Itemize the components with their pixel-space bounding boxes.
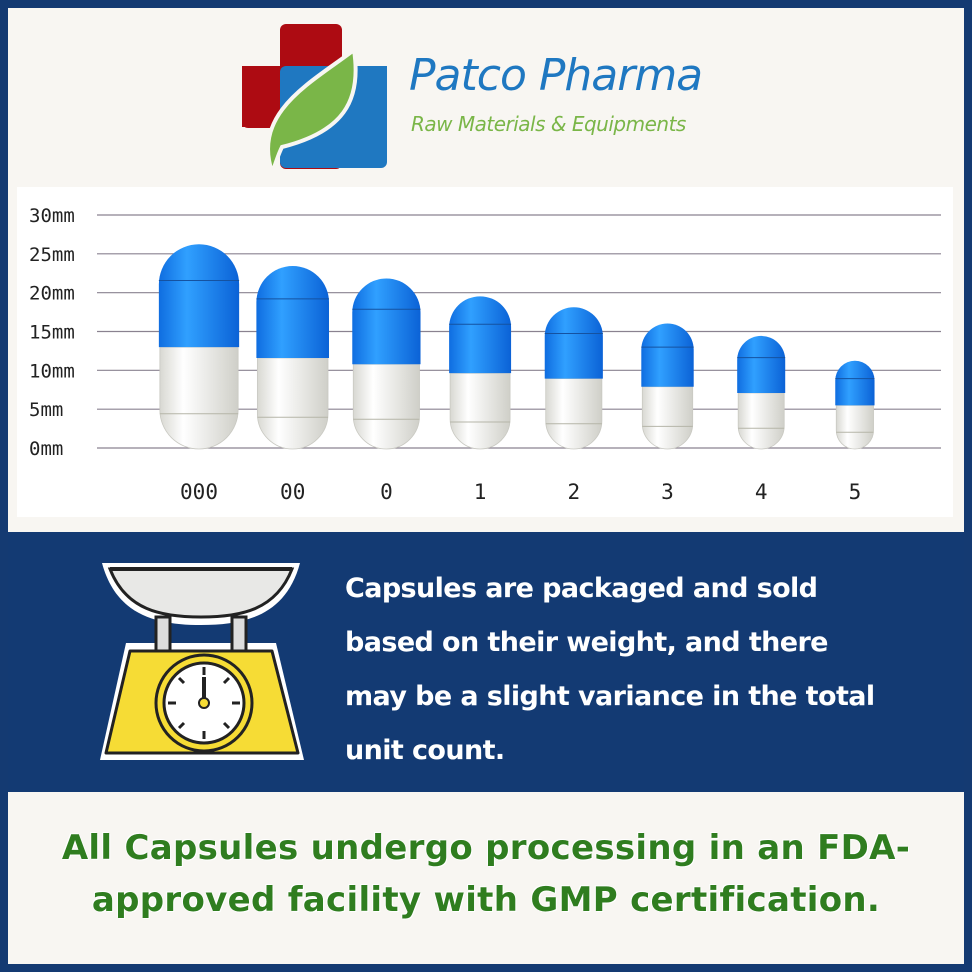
x-tick-label: 4 bbox=[755, 480, 768, 504]
certification-text: All Capsules undergo processing in an FD… bbox=[8, 822, 964, 926]
message-line: based on their weight, and there bbox=[345, 627, 829, 658]
y-tick-label: 30mm bbox=[29, 205, 75, 227]
x-tick-label: 3 bbox=[661, 480, 674, 504]
x-tick-label: 5 bbox=[849, 480, 862, 504]
y-tick-label: 20mm bbox=[29, 283, 75, 305]
x-tick-label: 0 bbox=[380, 480, 393, 504]
capsule-cap bbox=[449, 296, 512, 374]
capsule-body bbox=[737, 392, 785, 450]
capsule-1 bbox=[449, 296, 512, 450]
brand-tagline: Raw Materials & Equipments bbox=[411, 112, 686, 136]
x-tick-label: 2 bbox=[567, 480, 580, 504]
patco-logo-icon bbox=[242, 24, 387, 172]
capsule-body bbox=[641, 386, 694, 450]
capsule-body bbox=[835, 404, 874, 450]
y-tick-label: 15mm bbox=[29, 322, 75, 344]
y-tick-label: 25mm bbox=[29, 244, 75, 266]
kitchen-scale-icon bbox=[100, 563, 304, 760]
brand-name: Patco Pharma bbox=[409, 50, 703, 101]
capsule-body bbox=[256, 357, 329, 450]
cert-line: All Capsules undergo processing in an FD… bbox=[61, 828, 911, 868]
y-tick-label: 0mm bbox=[29, 438, 63, 460]
message-line: unit count. bbox=[345, 735, 505, 766]
capsule-4 bbox=[737, 335, 786, 450]
message-line: may be a slight variance in the total bbox=[345, 681, 875, 712]
capsule-cap bbox=[737, 335, 786, 393]
capsule-5 bbox=[835, 360, 875, 450]
weight-variance-message: Capsules are packaged and sold based on … bbox=[345, 562, 945, 778]
y-tick-label: 5mm bbox=[29, 399, 63, 421]
x-tick-label: 1 bbox=[474, 480, 487, 504]
x-tick-label: 00 bbox=[280, 480, 305, 504]
capsule-3 bbox=[641, 323, 694, 450]
capsule-00 bbox=[256, 266, 330, 450]
capsule-body bbox=[352, 363, 420, 450]
capsule-body bbox=[159, 346, 239, 450]
cert-line: approved facility with GMP certification… bbox=[91, 880, 881, 920]
y-tick-label: 10mm bbox=[29, 360, 75, 382]
capsule-cap bbox=[256, 266, 330, 359]
capsule-size-chart: 0mm 5mm 10mm 15mm 20mm 25mm 30mm 000 00 0 1 2 3 4 5 bbox=[17, 187, 953, 517]
capsule-cap bbox=[352, 278, 421, 365]
x-tick-label: 000 bbox=[180, 480, 218, 504]
capsule-cap bbox=[835, 360, 875, 406]
capsule-0 bbox=[352, 278, 421, 450]
message-line: Capsules are packaged and sold bbox=[345, 573, 818, 604]
capsule-2 bbox=[544, 307, 603, 450]
capsule-cap bbox=[641, 323, 694, 387]
capsule-body bbox=[545, 378, 603, 450]
capsule-cap bbox=[544, 307, 603, 379]
certification-panel: All Capsules undergo processing in an FD… bbox=[8, 792, 964, 964]
capsule-000 bbox=[158, 244, 240, 450]
capsule-cap bbox=[158, 244, 240, 348]
capsule-body bbox=[449, 372, 511, 450]
